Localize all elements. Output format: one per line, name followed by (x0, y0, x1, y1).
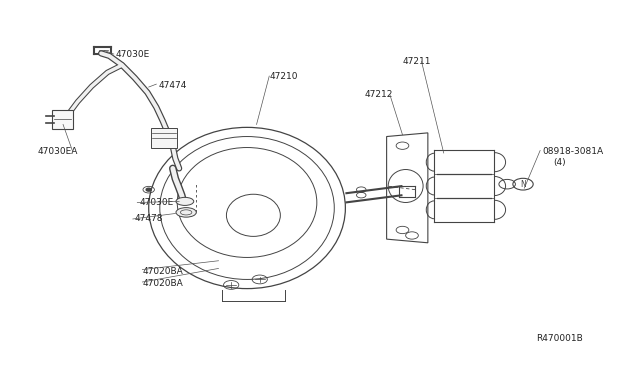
Text: 08918-3081A: 08918-3081A (542, 147, 603, 156)
FancyBboxPatch shape (52, 110, 72, 129)
FancyBboxPatch shape (150, 128, 177, 148)
Text: 47210: 47210 (269, 71, 298, 81)
Text: R470001B: R470001B (536, 334, 582, 343)
Text: 47211: 47211 (403, 57, 431, 66)
Text: 47020BA: 47020BA (142, 266, 183, 276)
Text: 47030EA: 47030EA (38, 147, 78, 156)
Ellipse shape (176, 198, 194, 205)
Text: 47020BA: 47020BA (142, 279, 183, 288)
Text: 47030E: 47030E (116, 50, 150, 59)
Text: 47212: 47212 (364, 90, 393, 99)
Text: 47474: 47474 (158, 81, 187, 90)
Text: 47478: 47478 (135, 215, 163, 224)
Text: (4): (4) (554, 158, 566, 167)
Circle shape (146, 188, 151, 191)
Ellipse shape (176, 208, 196, 217)
Text: N: N (520, 180, 526, 189)
Text: 47030E: 47030E (139, 198, 173, 207)
